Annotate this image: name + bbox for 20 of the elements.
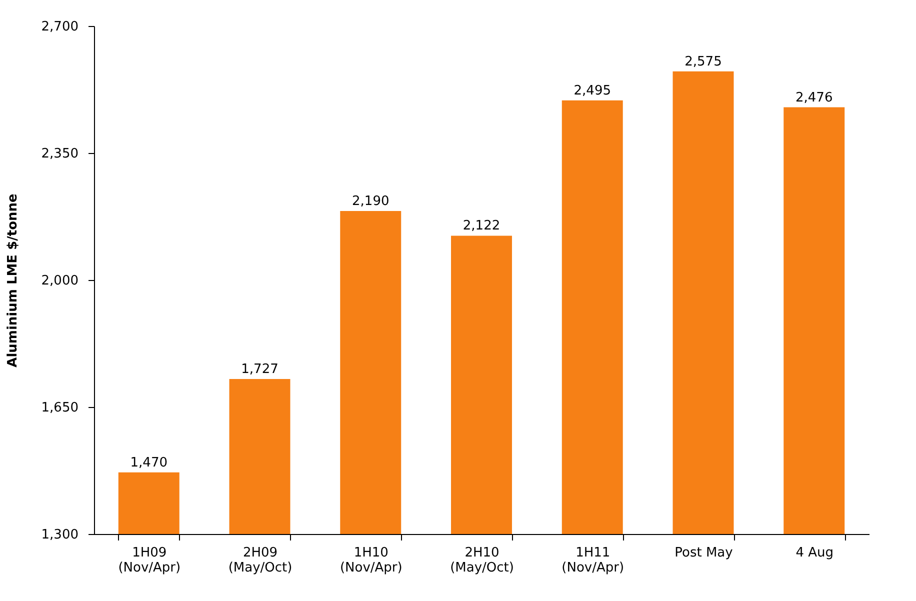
data-label: 1,470 — [130, 455, 168, 470]
data-label: 2,495 — [574, 83, 611, 98]
y-tick-label: 2,000 — [41, 274, 78, 288]
x-tick-label: 4 Aug — [796, 546, 834, 560]
x-tick-label: 2H09 (May/Oct) — [228, 546, 292, 576]
y-tick-label: 1,650 — [41, 400, 78, 416]
x-tick-label: Post May — [674, 546, 734, 560]
y-tick-label: 2,700 — [41, 20, 78, 34]
y-axis-title: Aluminium LME $/tonne — [5, 193, 20, 368]
y-tick-label: 2,350 — [41, 146, 78, 162]
x-tick-label: 1H10 (Nov/Apr) — [340, 546, 402, 576]
data-label: 2,476 — [796, 90, 833, 106]
data-label: 1,727 — [241, 362, 278, 378]
y-tick-label: 1,300 — [41, 528, 78, 542]
data-label: 2,122 — [462, 218, 500, 234]
x-tick-label: 2H10 (May/Oct) — [450, 546, 514, 576]
x-tick-label: 1H09 (Nov/Apr) — [118, 546, 181, 576]
x-tick-label: 1H11 (Nov/Apr) — [562, 546, 624, 576]
data-label: 2,575 — [684, 54, 722, 70]
data-label: 2,190 — [352, 194, 390, 210]
